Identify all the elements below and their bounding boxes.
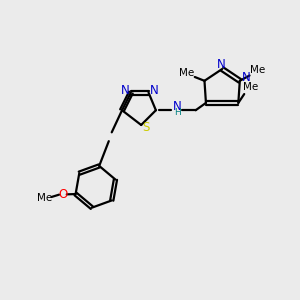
Text: Me: Me xyxy=(179,68,194,78)
Text: O: O xyxy=(58,188,67,201)
Text: S: S xyxy=(142,121,149,134)
Text: Me: Me xyxy=(37,193,52,202)
Text: Me: Me xyxy=(243,82,258,92)
Text: N: N xyxy=(149,84,158,97)
Text: H: H xyxy=(174,108,181,117)
Text: N: N xyxy=(121,84,130,97)
Text: N: N xyxy=(217,58,226,70)
Text: N: N xyxy=(173,100,182,113)
Text: N: N xyxy=(242,71,251,84)
Text: Me: Me xyxy=(250,65,265,76)
